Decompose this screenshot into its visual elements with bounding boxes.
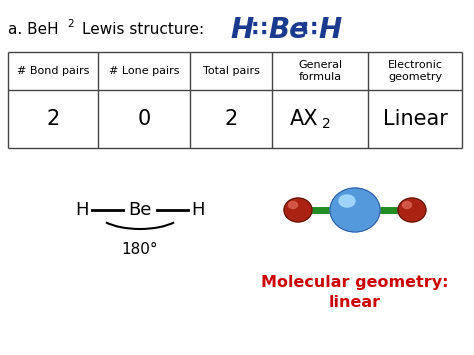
Ellipse shape	[284, 198, 312, 222]
Text: Molecular geometry:
linear: Molecular geometry: linear	[261, 275, 449, 310]
Text: a. BeH: a. BeH	[8, 22, 59, 38]
Text: Lewis structure:: Lewis structure:	[82, 22, 204, 38]
Ellipse shape	[339, 195, 355, 207]
Text: H: H	[230, 16, 253, 44]
Text: 2: 2	[224, 109, 237, 129]
Text: H: H	[191, 201, 205, 219]
Text: 180°: 180°	[122, 242, 158, 257]
Text: # Lone pairs: # Lone pairs	[109, 66, 179, 76]
Text: H: H	[75, 201, 89, 219]
Ellipse shape	[402, 202, 411, 208]
Text: 2: 2	[46, 109, 60, 129]
Text: Linear: Linear	[383, 109, 447, 129]
Ellipse shape	[398, 198, 426, 222]
Text: Total pairs: Total pairs	[202, 66, 259, 76]
Text: AX: AX	[290, 109, 318, 129]
Ellipse shape	[289, 202, 298, 208]
Text: 2: 2	[322, 117, 331, 131]
Ellipse shape	[330, 188, 380, 232]
Text: Electronic
geometry: Electronic geometry	[388, 60, 443, 82]
Text: General
formula: General formula	[298, 60, 342, 82]
Text: H: H	[318, 16, 341, 44]
Text: ∷: ∷	[252, 20, 267, 40]
Text: 2: 2	[67, 19, 73, 29]
Text: ∷: ∷	[302, 20, 318, 40]
Text: Be: Be	[128, 201, 152, 219]
Text: 0: 0	[137, 109, 151, 129]
Text: Be: Be	[268, 16, 308, 44]
Text: # Bond pairs: # Bond pairs	[17, 66, 89, 76]
